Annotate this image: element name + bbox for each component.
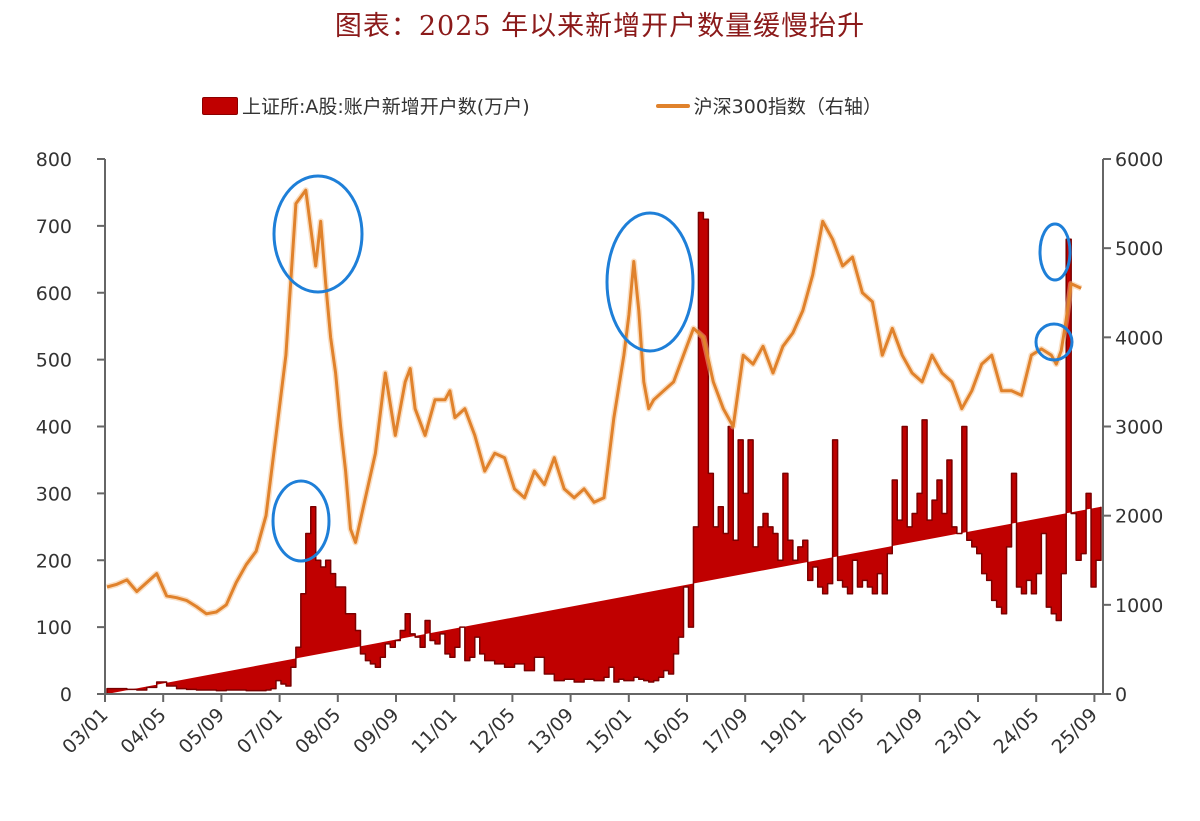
highlight-2007-accounts-peak — [271, 479, 331, 563]
legend: 上证所:A股:账户新增开户数(万户) 沪深300指数（右轴） — [202, 92, 882, 119]
svg-text:16/05: 16/05 — [640, 704, 694, 758]
bar-series-new-accounts — [106, 211, 1102, 694]
legend-item-line: 沪深300指数（右轴） — [530, 92, 882, 119]
svg-text:0: 0 — [1115, 684, 1127, 706]
svg-text:15/01: 15/01 — [582, 704, 636, 758]
svg-text:12/05: 12/05 — [466, 704, 520, 758]
svg-text:200: 200 — [36, 550, 72, 572]
svg-text:100: 100 — [36, 617, 72, 639]
svg-text:5000: 5000 — [1115, 238, 1163, 260]
svg-text:3000: 3000 — [1115, 417, 1163, 439]
svg-text:4000: 4000 — [1115, 327, 1163, 349]
chart-title: 图表：2025 年以来新增开户数量缓慢抬升 — [334, 11, 866, 42]
svg-text:04/05: 04/05 — [116, 704, 170, 758]
svg-text:11/01: 11/01 — [407, 704, 461, 758]
svg-text:500: 500 — [36, 350, 72, 372]
svg-text:05/09: 05/09 — [175, 704, 229, 758]
svg-text:800: 800 — [36, 149, 72, 171]
bar-swatch-icon — [202, 96, 238, 115]
highlight-circles — [271, 174, 1074, 563]
highlight-2007-index-peak — [272, 174, 364, 294]
svg-text:21/09: 21/09 — [873, 704, 927, 758]
highlight-2015-peak — [605, 211, 695, 353]
svg-text:20/05: 20/05 — [815, 704, 869, 758]
svg-text:1000: 1000 — [1115, 595, 1163, 617]
line-swatch-icon — [655, 103, 690, 108]
highlight-2024-index — [1034, 322, 1074, 362]
legend-label-bars: 上证所:A股:账户新增开户数(万户) — [242, 96, 530, 118]
svg-text:700: 700 — [36, 216, 72, 238]
svg-text:07/01: 07/01 — [233, 704, 287, 758]
svg-text:600: 600 — [36, 283, 72, 305]
svg-text:13/09: 13/09 — [524, 704, 578, 758]
svg-text:08/05: 08/05 — [291, 704, 345, 758]
svg-text:19/01: 19/01 — [757, 704, 811, 758]
svg-text:2000: 2000 — [1115, 506, 1163, 528]
svg-text:400: 400 — [36, 417, 72, 439]
svg-text:6000: 6000 — [1115, 149, 1163, 171]
svg-text:17/09: 17/09 — [698, 704, 752, 758]
svg-text:24/05: 24/05 — [989, 704, 1043, 758]
line-series-csi300 — [106, 187, 1083, 617]
legend-item-bars: 上证所:A股:账户新增开户数(万户) — [202, 92, 530, 119]
svg-text:23/01: 23/01 — [931, 704, 985, 758]
svg-text:03/01: 03/01 — [58, 704, 112, 758]
legend-label-line: 沪深300指数（右轴） — [693, 96, 882, 118]
svg-text:25/09: 25/09 — [1048, 704, 1102, 758]
svg-text:0: 0 — [60, 684, 72, 706]
svg-text:300: 300 — [36, 483, 72, 505]
highlight-2024-accounts-spike — [1038, 222, 1072, 282]
svg-text:09/09: 09/09 — [349, 704, 403, 758]
